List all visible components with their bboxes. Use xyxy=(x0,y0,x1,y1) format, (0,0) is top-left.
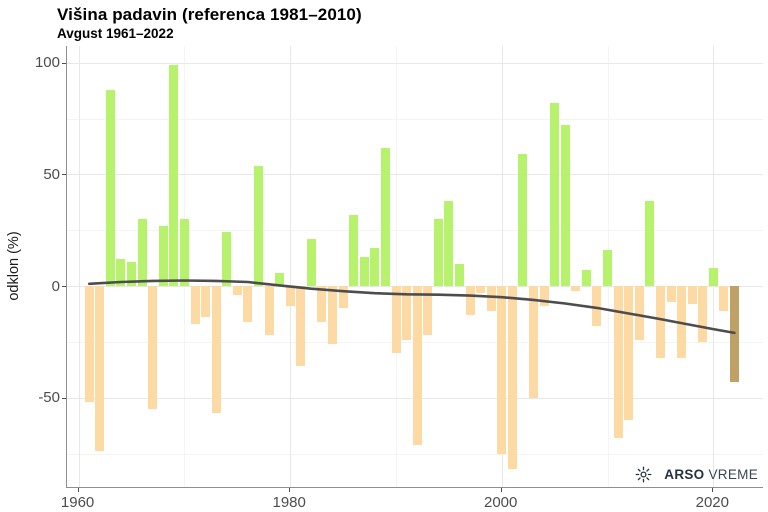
gridline-major-x xyxy=(713,46,715,487)
bar-1988 xyxy=(370,248,380,287)
bar-1978 xyxy=(264,286,274,336)
bar-1961 xyxy=(84,286,94,403)
x-tick-mark xyxy=(500,488,502,492)
bar-2019 xyxy=(698,286,708,342)
bar-2012 xyxy=(624,286,634,420)
bar-2015 xyxy=(655,286,665,358)
bar-1986 xyxy=(349,214,359,287)
bar-1965 xyxy=(127,261,136,287)
gridline-major-x xyxy=(290,46,292,487)
logo-text-arso: ARSO xyxy=(664,467,705,482)
bar-1991 xyxy=(402,286,411,340)
bar-1980 xyxy=(285,286,295,307)
x-tick-mark xyxy=(289,488,291,492)
bar-1972 xyxy=(201,286,211,318)
y-tick-mark xyxy=(62,286,66,287)
gridline-major-y xyxy=(67,62,763,64)
gridline-major-x xyxy=(501,46,503,487)
gridline-minor-y xyxy=(67,118,763,120)
bar-1967 xyxy=(148,286,158,409)
gridline-major-x xyxy=(78,46,80,487)
gridline-minor-y xyxy=(67,453,763,455)
bar-2007 xyxy=(571,286,581,291)
x-tick-mark xyxy=(77,488,79,492)
bar-1984 xyxy=(328,286,337,345)
bar-2003 xyxy=(529,286,538,398)
bar-2016 xyxy=(666,286,676,302)
bar-1976 xyxy=(243,286,253,322)
x-tick-label: 2000 xyxy=(484,494,518,511)
x-tick-label: 1960 xyxy=(60,494,95,511)
gridline-minor-y xyxy=(67,230,763,232)
bar-2002 xyxy=(518,154,528,286)
gridline-minor-x xyxy=(395,46,397,487)
bar-2021 xyxy=(719,286,729,311)
plot-panel xyxy=(66,46,763,488)
bar-2006 xyxy=(560,125,570,287)
bar-1968 xyxy=(158,225,168,286)
bar-1999 xyxy=(486,286,496,311)
bar-1996 xyxy=(454,263,464,286)
bar-1982 xyxy=(306,239,316,286)
y-tick-mark xyxy=(62,62,66,64)
bar-2010 xyxy=(603,250,612,286)
bar-2005 xyxy=(550,102,560,286)
bar-1975 xyxy=(232,286,242,295)
logo-text-vreme: VREME xyxy=(708,467,758,482)
bar-1969 xyxy=(169,65,179,287)
bar-2008 xyxy=(581,270,591,286)
bar-1987 xyxy=(359,257,369,286)
y-tick-label: -50 xyxy=(38,389,60,407)
y-tick-label: 0 xyxy=(51,277,60,295)
y-tick-mark xyxy=(62,397,66,399)
bar-1977 xyxy=(254,165,263,287)
bar-2020 xyxy=(708,268,718,287)
bar-1993 xyxy=(423,286,433,336)
bar-1962 xyxy=(95,286,105,452)
trend-line xyxy=(87,279,736,335)
bar-1998 xyxy=(476,286,486,293)
chart-subtitle: Avgust 1961–2022 xyxy=(57,26,174,41)
x-tick-label: 1980 xyxy=(272,494,306,511)
bar-1979 xyxy=(275,272,285,286)
y-tick-mark xyxy=(62,174,66,176)
x-tick-label: 2020 xyxy=(695,494,729,511)
bar-1989 xyxy=(380,147,390,286)
bar-1973 xyxy=(211,286,221,414)
bar-1970 xyxy=(179,219,189,287)
weather-sun-icon xyxy=(635,466,652,483)
bar-1985 xyxy=(338,286,348,309)
gridline-major-y xyxy=(67,174,763,176)
bar-2017 xyxy=(677,286,687,358)
arso-vreme-logo: ARSO VREME xyxy=(635,466,758,483)
bar-1966 xyxy=(137,219,147,287)
bar-1990 xyxy=(391,286,401,353)
bar-2013 xyxy=(634,286,644,340)
x-tick-mark xyxy=(712,488,714,492)
bar-1995 xyxy=(444,201,454,287)
bar-1974 xyxy=(222,232,232,286)
bar-1992 xyxy=(412,286,422,445)
y-tick-label: 100 xyxy=(34,54,60,72)
bar-1981 xyxy=(296,286,306,367)
y-axis-title: odklon (%) xyxy=(6,231,22,301)
bar-2001 xyxy=(507,286,517,470)
bar-2009 xyxy=(592,286,602,327)
chart-title: Višina padavin (referenca 1981–2010) xyxy=(57,5,362,24)
bar-2018 xyxy=(687,286,697,304)
bar-1983 xyxy=(317,286,327,322)
bar-2014 xyxy=(645,201,655,287)
bar-1994 xyxy=(433,219,443,287)
bar-1971 xyxy=(190,286,200,324)
bar-2004 xyxy=(539,286,549,307)
bar-1963 xyxy=(105,89,115,286)
bar-2000 xyxy=(497,286,507,454)
bar-2011 xyxy=(613,286,623,438)
bar-1997 xyxy=(465,286,475,315)
bar-1964 xyxy=(116,259,126,286)
y-tick-label: 50 xyxy=(43,165,60,183)
